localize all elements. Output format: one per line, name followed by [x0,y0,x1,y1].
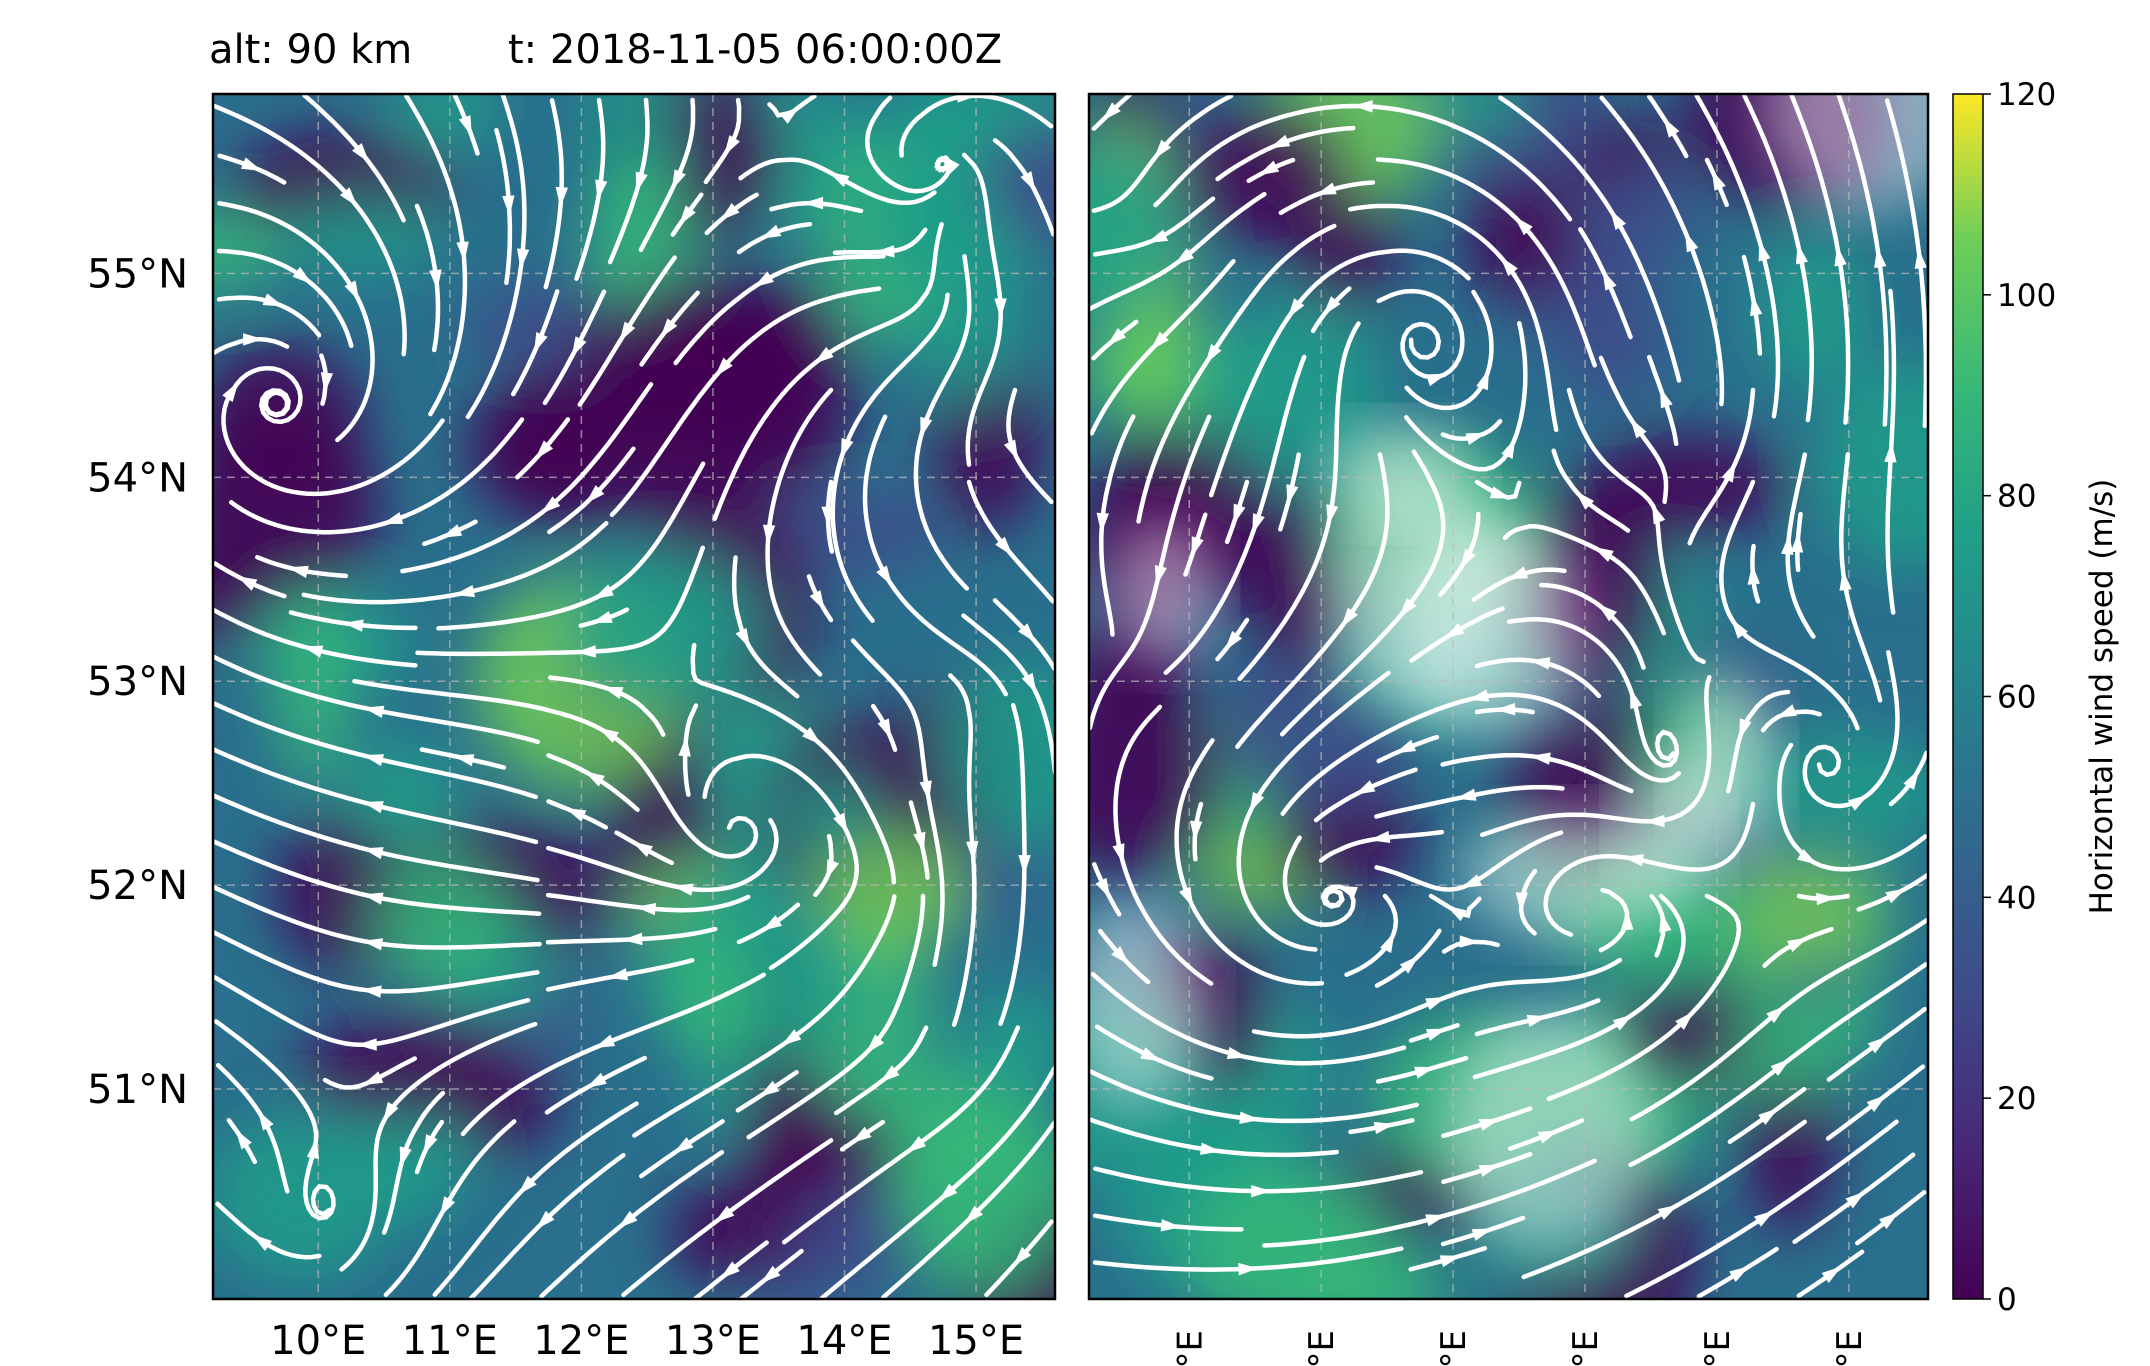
field-blob [1431,49,1528,141]
field-blob [1182,104,1351,245]
map-panel [146,29,1142,1366]
x-tick-label: 11°E [402,1318,498,1364]
map-panel [997,4,2000,1364]
x-tick-label: 12°E [533,1318,629,1364]
masked-region [1109,516,1219,665]
x-tick-label: 15°E [928,1318,1024,1364]
colorbar-label: Horizontal wind speed (m/s) [2084,479,2120,915]
colorbar-tick-label: 20 [1997,1081,2036,1117]
field-blob [606,275,812,470]
colorbar-tick-label: 0 [1997,1282,2017,1318]
field-blob [896,1083,1071,1297]
y-tick-label: 54°N [87,455,188,501]
x-tick-label: 11°E [1302,1330,1342,1366]
colorbar-tick-label: 40 [1997,880,2036,916]
colorbar-tick-label: 60 [1997,680,2036,716]
chart: alt: 90 km t: 2018-11-05 06:00:00Z 10°E 1… [0,0,2150,1366]
masked-region [1760,4,1974,211]
colorbar-tick-label: 80 [1997,479,2036,515]
masked-region [1324,481,1520,712]
y-tick-label: 52°N [87,863,188,909]
x-tick-label: 15°E [1830,1330,1870,1366]
chart-title: alt: 90 km [209,27,412,73]
field-blob [388,61,503,152]
chart-subtitle: t: 2018-11-05 06:00:00Z [508,27,1002,73]
field-blob [272,580,352,788]
x-tick-label: 10°E [1170,1330,1210,1366]
field-blob [178,417,382,596]
masked-region [1444,1008,1654,1255]
x-tick-label: 14°E [796,1318,892,1364]
x-tick-label: 14°E [1698,1330,1738,1366]
x-tick-label: 10°E [270,1318,366,1364]
y-tick-label: 51°N [87,1067,188,1113]
colorbar-tick-label: 120 [1997,77,2056,113]
masked-region [1064,897,1208,1109]
field-blob [299,1017,515,1118]
x-tick-label: 12°E [1434,1330,1474,1366]
colorbar-tick-label: 100 [1997,278,2056,314]
y-tick-label: 55°N [87,251,188,297]
colorbar [1953,94,1983,1299]
x-tick-label: 13°E [665,1318,761,1364]
y-tick-label: 53°N [87,659,188,705]
x-tick-label: 13°E [1566,1330,1606,1366]
